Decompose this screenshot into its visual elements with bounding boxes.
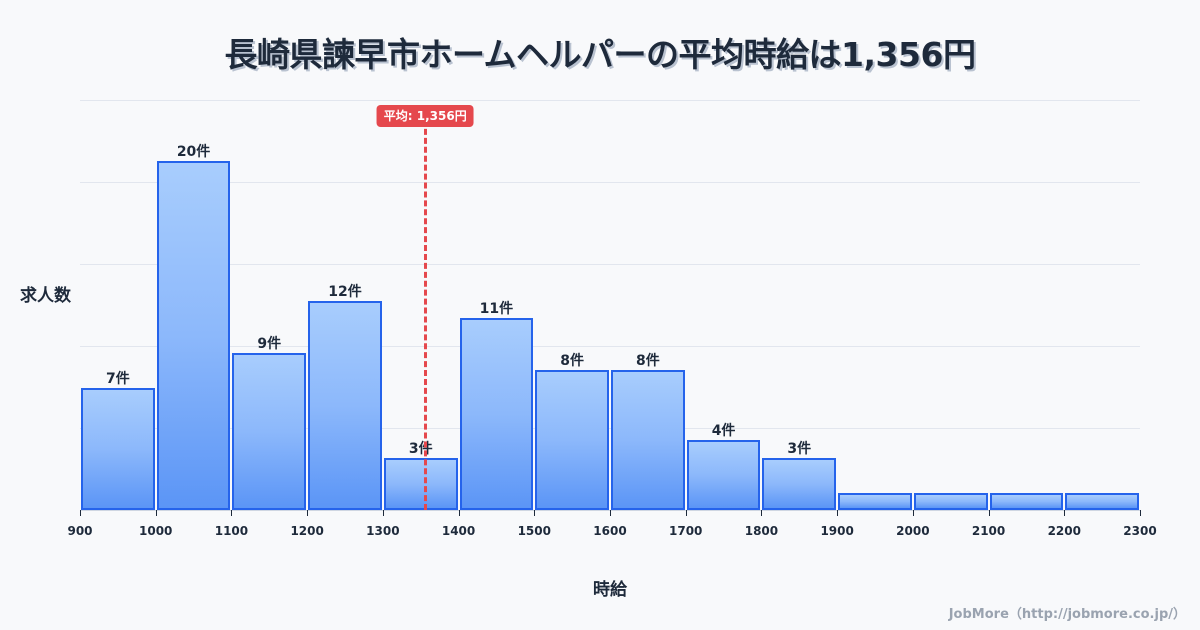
gridline <box>80 182 1140 183</box>
x-tick-mark <box>761 510 763 516</box>
histogram-bar <box>1065 492 1139 510</box>
x-tick-mark <box>1064 510 1066 516</box>
x-tick-label: 2300 <box>1123 524 1157 538</box>
x-tick-label: 900 <box>67 524 93 538</box>
x-tick-label: 1500 <box>517 524 551 538</box>
x-tick-label: 1900 <box>820 524 854 538</box>
histogram-bar <box>81 387 155 510</box>
x-tick-label: 1000 <box>139 524 173 538</box>
x-tick-mark <box>988 510 990 516</box>
gridline <box>80 100 1140 101</box>
x-tick-mark <box>80 510 81 516</box>
x-axis-label: 時給 <box>593 580 627 600</box>
gridline <box>80 346 1140 347</box>
x-tick-mark <box>534 510 536 516</box>
x-tick-label: 1200 <box>290 524 324 538</box>
x-tick-mark <box>685 510 687 516</box>
x-tick-label: 1800 <box>744 524 779 538</box>
bar-value-label: 11件 <box>479 301 514 318</box>
gridline <box>80 428 1140 429</box>
x-tick-label: 1100 <box>214 524 249 538</box>
x-tick-mark <box>231 510 233 516</box>
x-tick-label: 2000 <box>896 524 930 538</box>
bar-value-label: 3件 <box>408 440 433 457</box>
x-tick-label: 2100 <box>971 524 1006 538</box>
bar-value-label: 8件 <box>560 353 585 370</box>
plot-area: 7件 20件 9件 12件 3件 11件 8件 8件 4件 3件 <box>80 100 1140 511</box>
bar-value-label: 8件 <box>635 353 660 370</box>
x-tick-mark <box>155 510 157 516</box>
histogram-bar <box>913 492 988 510</box>
x-tick-label: 1400 <box>441 524 476 538</box>
x-tick-mark <box>307 510 309 516</box>
histogram-bar <box>308 300 382 510</box>
bar-value-label: 20件 <box>176 144 211 161</box>
histogram-bar <box>762 457 837 510</box>
y-axis-label: 求人数 <box>20 286 71 306</box>
gridline <box>80 264 1140 265</box>
bar-value-label: 4件 <box>711 423 736 440</box>
x-tick-label: 1700 <box>669 524 703 538</box>
histogram-bar <box>989 492 1064 510</box>
x-tick-mark <box>912 510 914 516</box>
chart-title: 長崎県諫早市ホームヘルパーの平均時給は1,356円 <box>224 35 976 74</box>
bar-value-label: 12件 <box>328 283 362 300</box>
histogram-bar <box>686 440 761 510</box>
x-tick-mark <box>837 510 839 516</box>
histogram-bar <box>459 318 534 510</box>
bar-value-label: 9件 <box>257 335 282 352</box>
histogram-bar <box>156 161 231 510</box>
bar-value-label: 7件 <box>105 370 130 387</box>
histogram-bar <box>611 370 685 510</box>
x-tick-mark <box>382 510 384 516</box>
x-tick-label: 1300 <box>366 524 400 538</box>
histogram-bar <box>232 352 307 510</box>
footer-credit: JobMore（http://jobmore.co.jp/） <box>948 607 1186 622</box>
histogram-bar <box>838 492 912 510</box>
average-line <box>424 120 428 510</box>
histogram-bar <box>535 370 609 510</box>
x-tick-label: 2200 <box>1047 524 1081 538</box>
x-tick-label: 1600 <box>593 524 627 538</box>
x-tick-mark <box>458 510 460 516</box>
average-badge: 平均: 1,356円 <box>376 105 474 127</box>
x-tick-mark <box>610 510 611 516</box>
bar-value-label: 3件 <box>787 440 812 457</box>
x-tick-mark <box>1140 510 1141 516</box>
histogram-bar <box>383 457 458 510</box>
